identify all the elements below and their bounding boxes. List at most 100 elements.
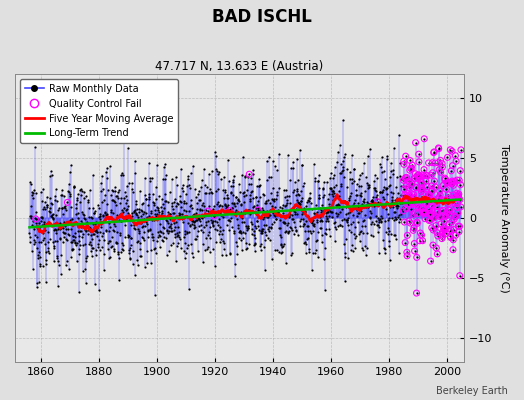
Point [408,180,416,187]
Point [215,224,224,231]
Point [450,216,458,222]
Point [308,206,316,212]
Point [332,182,340,188]
Point [77,218,85,224]
Point [320,179,328,185]
Point [457,147,465,153]
Point [455,228,463,235]
Point [256,243,265,249]
Point [434,145,443,151]
Point [401,153,410,159]
Point [355,176,363,183]
Point [124,210,132,216]
Point [407,206,415,212]
Point [60,230,69,236]
Point [405,184,413,190]
Point [194,190,202,197]
Point [265,174,273,180]
Point [132,200,140,207]
Point [347,190,355,196]
Point [257,230,266,237]
Point [444,195,452,202]
Point [218,231,226,237]
Point [230,230,238,236]
Point [169,240,177,246]
Point [328,191,336,197]
Point [173,182,182,189]
Point [51,186,60,192]
Point [443,209,451,215]
Point [438,231,446,238]
Point [341,278,349,285]
Point [200,213,209,219]
Point [435,188,444,194]
Point [399,158,408,164]
Point [422,200,431,207]
Point [108,243,116,250]
Point [235,198,243,205]
Point [254,205,262,212]
Point [135,228,143,234]
Point [438,231,446,238]
Point [365,183,373,190]
Point [445,207,453,213]
Point [441,175,449,181]
Point [70,183,79,189]
Point [428,224,436,231]
Point [198,177,206,184]
Point [137,234,146,240]
Point [202,234,210,241]
Point [406,193,414,200]
Point [123,205,131,212]
Point [119,246,127,253]
Point [453,210,462,216]
Point [196,183,205,190]
Point [333,159,341,166]
Point [25,230,34,236]
Point [310,210,318,216]
Point [264,196,272,203]
Point [248,188,256,194]
Point [88,236,96,242]
Point [343,217,351,223]
Point [223,222,232,228]
Point [192,210,200,216]
Point [121,234,129,240]
Point [396,216,404,222]
Point [326,208,335,215]
Point [454,193,463,199]
Point [342,184,351,190]
Point [130,222,138,228]
Point [61,223,69,230]
Point [149,191,157,197]
Point [67,225,75,232]
Point [283,230,292,236]
Point [30,143,39,150]
Point [31,238,39,245]
Point [423,173,431,179]
Point [441,175,449,181]
Point [296,218,304,224]
Point [38,198,47,205]
Point [401,239,409,246]
Point [315,195,323,202]
Point [351,224,359,230]
Point [436,192,444,198]
Point [204,228,213,235]
Point [89,245,97,252]
Point [434,146,443,152]
Point [347,247,355,254]
Point [412,254,421,260]
Point [94,241,102,247]
Point [274,208,282,214]
Point [292,226,300,233]
Point [356,172,365,178]
Point [419,187,427,193]
Point [427,213,435,219]
Point [436,169,445,176]
Point [28,222,37,228]
Point [424,200,432,206]
Point [372,185,380,191]
Point [205,249,214,255]
Point [415,172,423,178]
